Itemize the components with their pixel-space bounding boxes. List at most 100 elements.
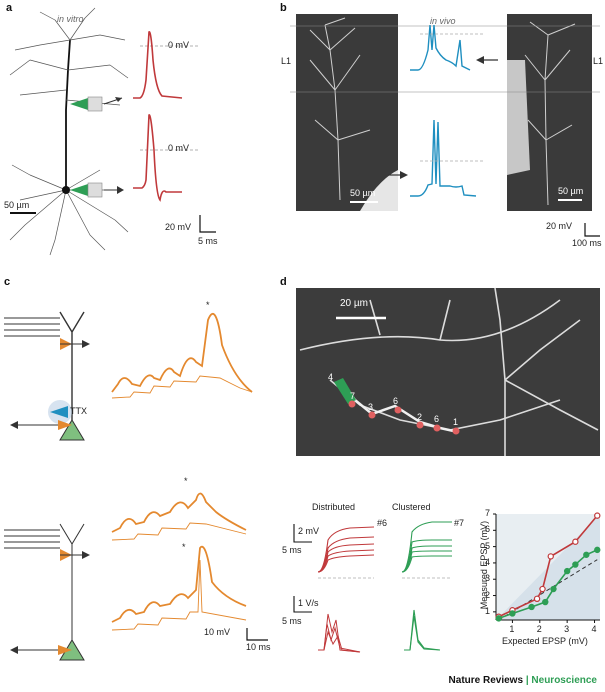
chart-point-1 [563, 567, 571, 575]
chart-point-0 [539, 585, 546, 593]
panel-d-clustered-title: Clustered [392, 502, 431, 512]
panel-d-distributed-title: Distributed [312, 502, 356, 512]
panel-c-ttx-pipette [50, 406, 68, 418]
panel-c-trace-top-light [111, 375, 253, 399]
panel-a-electrode-lower [70, 182, 124, 198]
panel-c-ttx-label: TTX [70, 406, 87, 416]
journal-footer: Nature Reviews | Neuroscience [449, 675, 597, 686]
panel-d-scalebar-ms1-label: 5 ms [282, 545, 302, 555]
journal-subject: Neuroscience [531, 675, 597, 686]
panel-label-a: a [6, 2, 13, 14]
panel-label-c: c [4, 276, 11, 288]
panel-d-spines [348, 400, 460, 435]
panel-c-scalebar-v-label: 10 mV [204, 627, 231, 637]
panel-d-scalebar-mv [293, 524, 312, 543]
panel-b-scalebar-left-label: 50 µm [350, 188, 376, 198]
panel-label-d: d [280, 276, 287, 288]
panel-c-trace-top-dark [111, 313, 253, 393]
chart-point-1 [509, 610, 516, 617]
panel-c-schematic-top [4, 311, 85, 441]
chart-point-1 [550, 585, 557, 593]
panel-a-trace-upper [133, 31, 183, 99]
panel-d-scalebar-vs [293, 596, 312, 613]
panel-d-green-spine [334, 378, 356, 404]
panel-d-distributed-tag: #6 [377, 518, 388, 528]
panel-b-scalebar-t-label: 100 ms [572, 238, 602, 248]
panel-d-clustered-tag: #7 [454, 518, 465, 528]
spine-number: 6 [393, 396, 399, 406]
panel-b-trace-upper [410, 24, 471, 71]
panel-c-trace-mid-light [111, 522, 247, 541]
spine-number: 6 [434, 414, 440, 424]
panel-b-image-left [296, 14, 398, 211]
panel-d-distributed-dvdt [318, 613, 361, 653]
panel-a-trace-upper-label: 0 mV [168, 40, 190, 50]
chart-xtick-label: 2 [536, 624, 542, 634]
chart-ytick-label: 6 [485, 524, 491, 535]
chart-xtick-label: 3 [564, 624, 570, 634]
panel-a-electrode-upper [70, 96, 123, 112]
chart-ytick-label: 3 [485, 573, 491, 584]
chart-reference-line [498, 559, 598, 621]
spine-number: 2 [417, 412, 423, 422]
panel-a-trace-lower [133, 114, 182, 202]
panel-d-clustered-dvdt [404, 609, 441, 651]
panel-a-scalebar-vt [199, 215, 216, 233]
panel-d-scalebar-vs-label: 1 V/s [298, 598, 319, 608]
panel-d-scalebar-image-label: 20 µm [340, 298, 368, 309]
chart-point-1 [594, 546, 601, 554]
chart-point-0 [572, 538, 579, 545]
panel-c-trace-mid-dark [111, 492, 247, 533]
panel-b-layer-left: L1 [281, 56, 292, 66]
panel-a-scalebar-v-label: 20 mV [165, 222, 192, 232]
chart-point-0 [533, 595, 541, 603]
journal-name: Nature Reviews [448, 675, 524, 686]
panel-c-star-mid: * [184, 476, 188, 486]
panel-a-condition: in vitro [57, 14, 84, 24]
panel-a-scalebar-t-label: 5 ms [198, 236, 218, 246]
journal-separator: | [525, 675, 529, 686]
chart-ytick-label: 5 [485, 540, 491, 551]
panel-d-clustered-epsp [401, 521, 452, 573]
panel-d-distributed-epsp [317, 526, 375, 573]
chart-ytick-label: 2 [485, 589, 491, 600]
chart-point-1 [495, 615, 502, 622]
panel-label-b: b [280, 2, 287, 14]
panel-b-trace-lower [410, 119, 477, 197]
panel-a-trace-lower-label: 0 mV [168, 143, 190, 153]
panel-c-trace-bot-dark [111, 545, 247, 623]
chart-point-1 [528, 603, 535, 611]
chart-point-1 [542, 598, 549, 606]
panel-c-scalebar-vt [246, 628, 268, 641]
chart-point-1 [583, 551, 590, 558]
chart-ytick-label: 1 [485, 605, 491, 616]
chart-point-1 [572, 561, 579, 568]
panel-a-neuron [9, 7, 129, 256]
panel-c-star-top: * [206, 300, 210, 310]
chart-xtick-label: 1 [509, 624, 515, 634]
chart-ytick-label: 4 [485, 556, 491, 567]
panel-d-image [296, 288, 600, 456]
chart-ytick-label: 7 [485, 508, 491, 518]
chart-point-0 [547, 553, 554, 560]
chart-xtick-label: 4 [591, 624, 597, 634]
panel-c-trace-bot-light [111, 559, 247, 631]
panel-d-scalebar-mv-label: 2 mV [298, 526, 320, 536]
chart-xlabel: Expected EPSP (mV) [502, 636, 588, 646]
panel-b-scalebar-right-label: 50 µm [558, 186, 584, 196]
panel-d-scalebar-ms2-label: 5 ms [282, 616, 302, 626]
spine-number: 1 [453, 417, 459, 427]
chart-point-0 [594, 512, 601, 519]
panel-b-condition: in vivo [430, 16, 456, 26]
spine-number: 3 [368, 402, 374, 412]
spine-number: 7 [350, 391, 356, 401]
panel-c-schematic-bottom [4, 523, 85, 640]
spine-number: 4 [328, 372, 334, 382]
panel-a-scalebar-morph-label: 50 µm [4, 200, 30, 210]
panel-b-scalebar-v-label: 20 mV [546, 221, 573, 231]
panel-b-layer-right: L1 [593, 56, 604, 66]
panel-b-scalebar-vt [584, 223, 600, 237]
panel-c-star-bot: * [182, 542, 186, 552]
panel-c-scalebar-t-label: 10 ms [246, 642, 271, 652]
